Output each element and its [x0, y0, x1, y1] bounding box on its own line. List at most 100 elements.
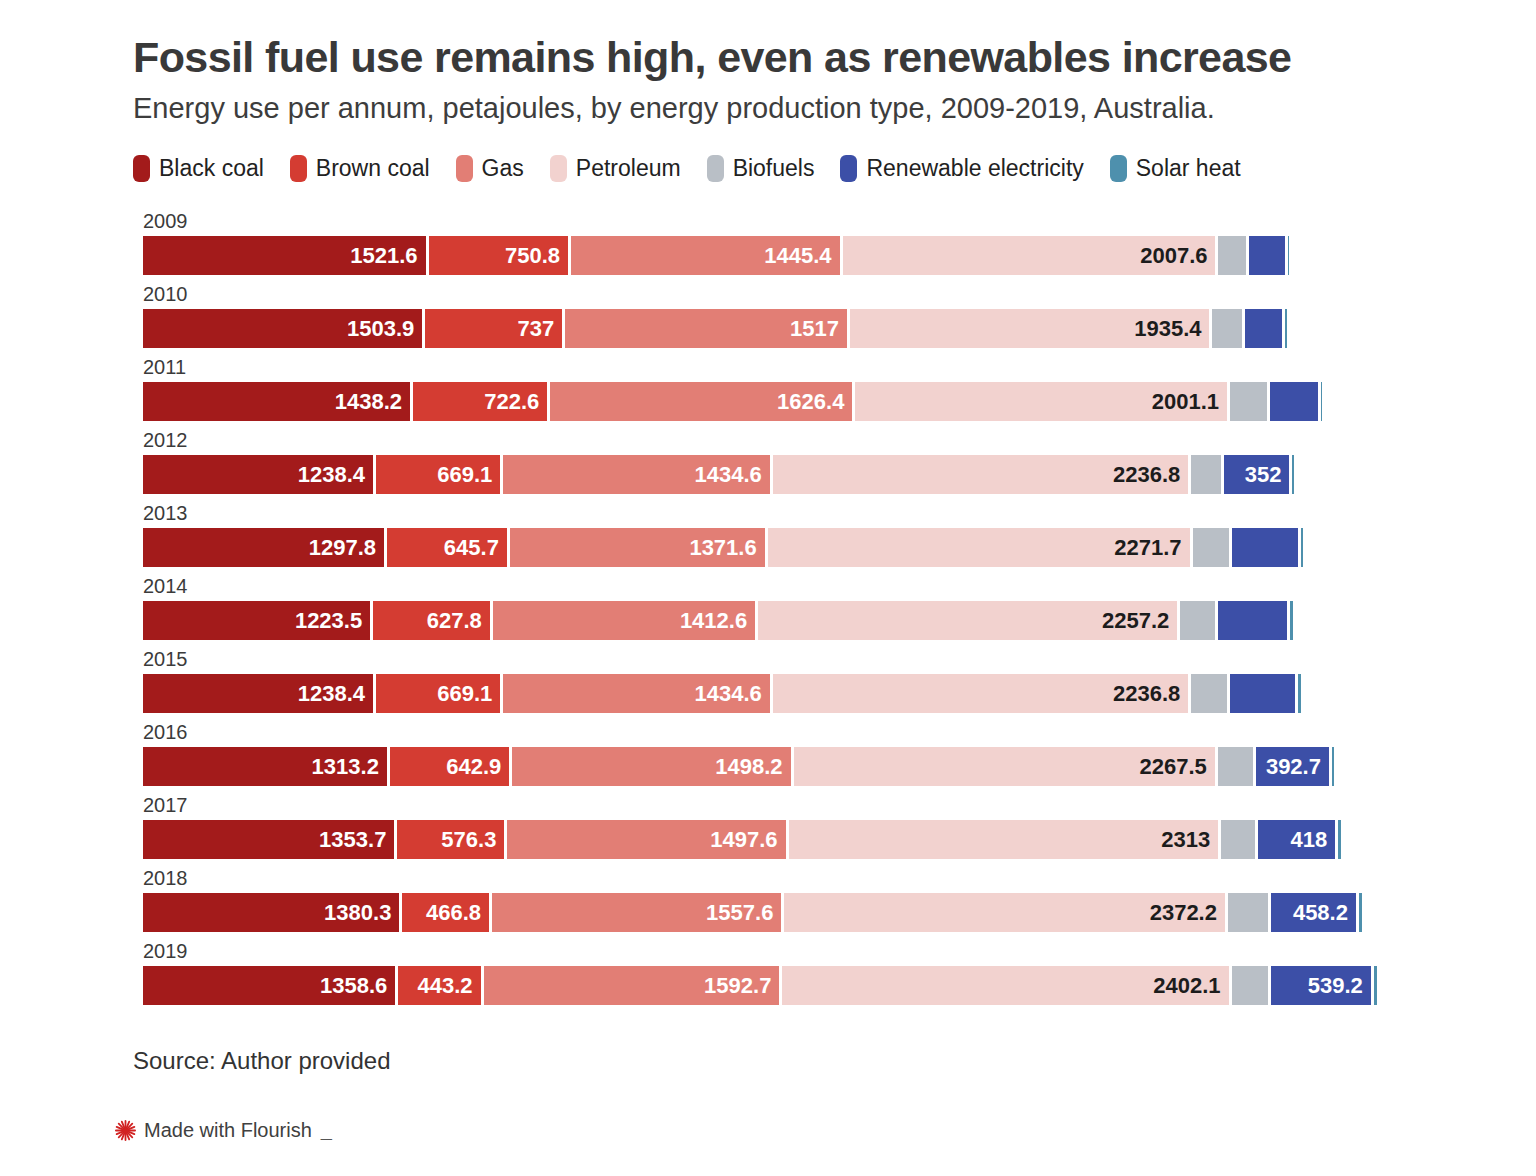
- bar-segment-renewable-electricity[interactable]: [1270, 382, 1317, 421]
- bar-segment-brown-coal[interactable]: 722.6: [413, 382, 547, 421]
- bar-segment-petroleum[interactable]: 2313: [789, 820, 1219, 859]
- bar-segment-black-coal[interactable]: 1438.2: [143, 382, 410, 421]
- bar-segment-solar-heat[interactable]: [1301, 528, 1303, 567]
- bar-segment-petroleum[interactable]: 2402.1: [782, 966, 1228, 1005]
- bar-segment-brown-coal[interactable]: 750.8: [429, 236, 569, 275]
- bar-value-label: 1353.7: [319, 829, 386, 851]
- bar-segment-brown-coal[interactable]: 642.9: [390, 747, 509, 786]
- bar-segment-renewable-electricity[interactable]: [1245, 309, 1282, 348]
- legend-item-biofuels[interactable]: Biofuels: [707, 155, 815, 182]
- bar-segment-renewable-electricity[interactable]: 418: [1258, 820, 1336, 859]
- bar-value-label: 1434.6: [695, 683, 762, 705]
- bar-segment-black-coal[interactable]: 1238.4: [143, 674, 373, 713]
- bar-segment-biofuels[interactable]: [1218, 236, 1246, 275]
- bar-track: 1380.3466.81557.62372.2 458.2: [143, 893, 1380, 932]
- bar-segment-brown-coal[interactable]: 443.2: [398, 966, 480, 1005]
- bar-segment-gas[interactable]: 1434.6: [503, 455, 770, 494]
- bar-segment-biofuels[interactable]: [1191, 455, 1221, 494]
- bar-segment-black-coal[interactable]: 1521.6: [143, 236, 426, 275]
- bar-value-label: 2271.7: [1114, 537, 1181, 559]
- legend-item-renewable-electricity[interactable]: Renewable electricity: [840, 155, 1083, 182]
- flourish-credit[interactable]: Made with Flourish _: [114, 1119, 1416, 1142]
- bar-segment-brown-coal[interactable]: 669.1: [376, 455, 500, 494]
- bar-track: 1521.6750.81445.42007.6: [143, 236, 1380, 275]
- bar-segment-brown-coal[interactable]: 627.8: [373, 601, 490, 640]
- legend-item-petroleum[interactable]: Petroleum: [550, 155, 681, 182]
- bar-segment-gas[interactable]: 1412.6: [493, 601, 755, 640]
- bar-segment-petroleum[interactable]: 2257.2: [758, 601, 1177, 640]
- bar-segment-brown-coal[interactable]: 669.1: [376, 674, 500, 713]
- bar-segment-gas[interactable]: 1517: [565, 309, 847, 348]
- bar-segment-biofuels[interactable]: [1221, 820, 1254, 859]
- year-label: 2012: [143, 428, 1416, 452]
- bar-segment-biofuels[interactable]: [1193, 528, 1229, 567]
- bar-segment-gas[interactable]: 1497.6: [507, 820, 785, 859]
- bar-segment-renewable-electricity[interactable]: [1218, 601, 1288, 640]
- legend-item-solar-heat[interactable]: Solar heat: [1110, 155, 1241, 182]
- bar-segment-gas[interactable]: 1445.4: [571, 236, 840, 275]
- bar-segment-biofuels[interactable]: [1228, 893, 1268, 932]
- bar-segment-biofuels[interactable]: [1180, 601, 1214, 640]
- bar-segment-gas[interactable]: 1626.4: [550, 382, 852, 421]
- legend-item-gas[interactable]: Gas: [456, 155, 524, 182]
- bar-segment-solar-heat[interactable]: [1288, 236, 1290, 275]
- bar-segment-black-coal[interactable]: 1503.9: [143, 309, 422, 348]
- bar-segment-petroleum[interactable]: 2007.6: [843, 236, 1216, 275]
- bar-segment-renewable-electricity[interactable]: 352: [1224, 455, 1289, 494]
- bar-row: 20141223.5627.81412.62257.2: [143, 574, 1416, 640]
- bar-segment-biofuels[interactable]: [1212, 309, 1242, 348]
- bar-segment-brown-coal[interactable]: 737: [425, 309, 562, 348]
- bar-segment-gas[interactable]: 1557.6: [492, 893, 781, 932]
- bar-segment-biofuels[interactable]: [1230, 382, 1267, 421]
- bar-segment-renewable-electricity[interactable]: 458.2: [1271, 893, 1356, 932]
- petroleum-swatch-icon: [550, 155, 567, 182]
- bar-segment-brown-coal[interactable]: 466.8: [402, 893, 489, 932]
- bar-segment-petroleum[interactable]: 2267.5: [794, 747, 1215, 786]
- legend-item-black-coal[interactable]: Black coal: [133, 155, 264, 182]
- bar-segment-brown-coal[interactable]: 576.3: [397, 820, 504, 859]
- bar-segment-gas[interactable]: 1434.6: [503, 674, 770, 713]
- bar-segment-black-coal[interactable]: 1380.3: [143, 893, 399, 932]
- bar-value-label: 1412.6: [680, 610, 747, 632]
- bar-segment-petroleum[interactable]: 2372.2: [784, 893, 1225, 932]
- bar-segment-black-coal[interactable]: 1238.4: [143, 455, 373, 494]
- bar-value-label: 1313.2: [312, 756, 379, 778]
- bar-row: 20091521.6750.81445.42007.6: [143, 209, 1416, 275]
- bar-segment-petroleum[interactable]: 2236.8: [773, 455, 1189, 494]
- bar-value-label: 1438.2: [335, 391, 402, 413]
- bar-segment-renewable-electricity[interactable]: [1232, 528, 1298, 567]
- bar-segment-renewable-electricity[interactable]: [1230, 674, 1295, 713]
- bar-segment-biofuels[interactable]: [1232, 966, 1268, 1005]
- bar-segment-black-coal[interactable]: 1313.2: [143, 747, 387, 786]
- bar-value-label: 642.9: [446, 756, 501, 778]
- bar-segment-renewable-electricity[interactable]: 392.7: [1256, 747, 1329, 786]
- bar-segment-black-coal[interactable]: 1297.8: [143, 528, 384, 567]
- bar-segment-renewable-electricity[interactable]: 539.2: [1271, 966, 1371, 1005]
- bar-segment-brown-coal[interactable]: 645.7: [387, 528, 507, 567]
- bar-segment-solar-heat[interactable]: [1332, 747, 1334, 786]
- bar-segment-black-coal[interactable]: 1353.7: [143, 820, 394, 859]
- bar-segment-biofuels[interactable]: [1218, 747, 1253, 786]
- bar-value-label: 737: [517, 318, 554, 340]
- bar-segment-solar-heat[interactable]: [1338, 820, 1340, 859]
- bar-segment-petroleum[interactable]: 2271.7: [768, 528, 1190, 567]
- bar-segment-solar-heat[interactable]: [1374, 966, 1377, 1005]
- bar-segment-gas[interactable]: 1498.2: [512, 747, 790, 786]
- bar-segment-solar-heat[interactable]: [1359, 893, 1362, 932]
- bar-segment-solar-heat[interactable]: [1285, 309, 1287, 348]
- bar-segment-black-coal[interactable]: 1223.5: [143, 601, 370, 640]
- bar-segment-petroleum[interactable]: 1935.4: [850, 309, 1210, 348]
- year-label: 2019: [143, 939, 1416, 963]
- bar-segment-solar-heat[interactable]: [1298, 674, 1300, 713]
- bar-segment-petroleum[interactable]: 2236.8: [773, 674, 1189, 713]
- bar-segment-solar-heat[interactable]: [1292, 455, 1294, 494]
- bar-segment-gas[interactable]: 1592.7: [484, 966, 780, 1005]
- bar-segment-petroleum[interactable]: 2001.1: [855, 382, 1227, 421]
- bar-segment-renewable-electricity[interactable]: [1249, 236, 1284, 275]
- legend-item-brown-coal[interactable]: Brown coal: [290, 155, 430, 182]
- bar-segment-solar-heat[interactable]: [1321, 382, 1323, 421]
- bar-segment-solar-heat[interactable]: [1290, 601, 1292, 640]
- bar-segment-gas[interactable]: 1371.6: [510, 528, 765, 567]
- bar-segment-black-coal[interactable]: 1358.6: [143, 966, 395, 1005]
- bar-segment-biofuels[interactable]: [1191, 674, 1227, 713]
